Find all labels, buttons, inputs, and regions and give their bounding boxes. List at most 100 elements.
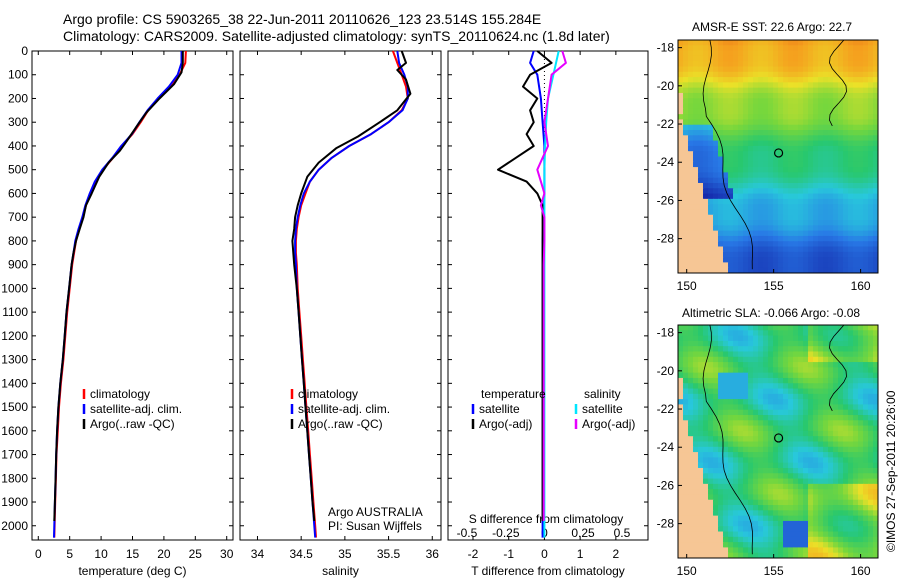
map-cell xyxy=(823,151,829,158)
map-cell xyxy=(718,552,724,558)
map-cell xyxy=(708,351,714,358)
map-cell xyxy=(683,182,689,189)
map-cell xyxy=(783,531,789,538)
map-cell xyxy=(793,66,799,73)
map-cell xyxy=(713,346,719,353)
map-cell xyxy=(793,536,799,543)
map-cell xyxy=(858,399,864,406)
map-cell xyxy=(773,489,779,496)
map-cell xyxy=(873,520,878,527)
map-cell xyxy=(683,452,689,458)
map-cell xyxy=(853,182,859,189)
map-cell xyxy=(833,372,839,379)
map-cell xyxy=(748,119,754,126)
map-cell xyxy=(778,50,784,57)
map-cell xyxy=(688,45,694,52)
map-cell xyxy=(813,346,819,353)
map-cell xyxy=(708,151,714,158)
map-cell xyxy=(873,536,878,543)
map-cell xyxy=(853,172,859,179)
map-cell xyxy=(768,351,774,358)
map-cell xyxy=(873,467,878,474)
map-cell xyxy=(783,462,789,469)
map-cell xyxy=(838,246,844,253)
map-cell xyxy=(688,526,694,533)
map-cell xyxy=(858,409,864,416)
map-cell xyxy=(863,235,869,242)
map-cell xyxy=(808,372,814,379)
map-cell xyxy=(773,415,779,421)
map-cell xyxy=(843,362,849,368)
map-cell xyxy=(768,45,774,52)
map-cell xyxy=(713,241,719,248)
map-cell xyxy=(743,552,749,558)
map-cell xyxy=(843,388,849,395)
map-cell xyxy=(678,383,684,390)
map-cell xyxy=(748,388,754,395)
map-cell xyxy=(843,251,849,258)
map-cell xyxy=(778,467,784,474)
map-cell xyxy=(793,520,799,527)
map-cell xyxy=(723,98,729,105)
map-cell xyxy=(778,552,784,558)
map-cell xyxy=(823,193,829,200)
map-cell xyxy=(778,167,784,173)
map-cell xyxy=(728,367,734,374)
map-cell xyxy=(838,108,844,115)
map-cell xyxy=(688,225,694,232)
map-cell xyxy=(838,441,844,448)
map-cell xyxy=(763,92,769,99)
map-cell xyxy=(848,130,854,136)
map-cell xyxy=(708,415,714,421)
map-cell xyxy=(848,404,854,411)
map-cell xyxy=(818,50,824,57)
map-cell xyxy=(833,214,839,221)
map-cell xyxy=(793,467,799,474)
map-cell xyxy=(678,246,684,253)
map-cell xyxy=(703,161,709,168)
map-cell xyxy=(768,552,774,558)
map-cell xyxy=(778,446,784,453)
map-cell xyxy=(793,98,799,105)
map-cell xyxy=(843,66,849,73)
map-cell xyxy=(733,119,739,126)
map-cell xyxy=(848,230,854,237)
map-cell xyxy=(763,393,769,400)
map-cell xyxy=(843,515,849,522)
map-cell xyxy=(743,415,749,421)
map-cell xyxy=(843,71,849,78)
map-cell xyxy=(703,198,709,205)
map-cell xyxy=(868,225,874,232)
map-cell xyxy=(853,66,859,73)
map-cell xyxy=(813,61,819,68)
map-cell xyxy=(763,161,769,168)
map-cell xyxy=(853,209,859,216)
map-cell xyxy=(723,383,729,390)
map-cell xyxy=(758,372,764,379)
map-cell xyxy=(733,45,739,52)
map-cell xyxy=(753,220,759,226)
map-cell xyxy=(848,66,854,73)
map-cell xyxy=(698,230,704,237)
map-cell xyxy=(833,257,839,264)
map-cell xyxy=(743,325,749,331)
map-cell xyxy=(758,552,764,558)
map-cell xyxy=(718,130,724,136)
map-cell xyxy=(778,536,784,543)
map-cell xyxy=(773,140,779,147)
map-cell xyxy=(798,50,804,57)
map-cell xyxy=(848,462,854,469)
map-cell xyxy=(763,204,769,211)
map-cell xyxy=(723,404,729,411)
map-cell xyxy=(853,377,859,384)
map-cell xyxy=(818,77,824,83)
map-cell xyxy=(788,209,794,216)
map-cell xyxy=(838,430,844,437)
map-cell xyxy=(828,124,834,131)
map-cell xyxy=(723,325,729,331)
map-cell xyxy=(768,531,774,538)
map-cell xyxy=(693,399,699,406)
map-cell xyxy=(713,220,719,226)
map-cell xyxy=(813,108,819,115)
map-cell xyxy=(818,531,824,538)
